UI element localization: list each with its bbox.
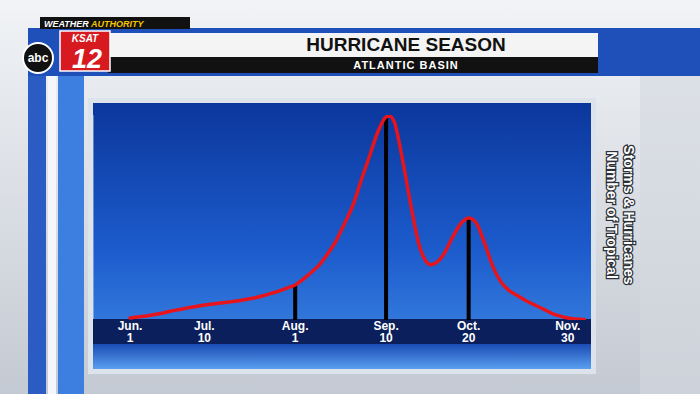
drop-bar bbox=[384, 117, 388, 320]
decor-stripe bbox=[640, 76, 700, 394]
panel bbox=[93, 103, 591, 369]
label-line: 1 bbox=[292, 331, 299, 345]
label-line: 10 bbox=[379, 331, 393, 345]
decor-stripe bbox=[28, 30, 46, 394]
x-tick-label: Jul.10 bbox=[194, 319, 215, 345]
background bbox=[0, 0, 700, 394]
x-tick-label: Oct.20 bbox=[457, 319, 480, 345]
plot-frame bbox=[93, 115, 94, 320]
logo-bar bbox=[40, 17, 190, 29]
header-band bbox=[28, 28, 700, 76]
label-line: 20 bbox=[462, 331, 476, 345]
y-axis-label: Number of TropicalStorms & Hurricanes bbox=[604, 145, 637, 284]
x-tick-label: Nov.30 bbox=[555, 319, 580, 345]
label-line: 1 bbox=[127, 331, 134, 345]
drop-bar bbox=[467, 218, 471, 320]
logo-text: KSAT bbox=[72, 33, 99, 44]
x-tick-label: Sep.10 bbox=[373, 319, 398, 345]
title: HURRICANE SEASON bbox=[306, 34, 506, 55]
panel-border bbox=[88, 98, 596, 374]
label-line: 30 bbox=[561, 331, 575, 345]
line bbox=[130, 116, 584, 320]
chart: HURRICANE SEASON ATLANTIC BASIN WEATHER AU… bbox=[0, 0, 700, 394]
logo-text: WEATHER AUTHORITY bbox=[44, 19, 144, 29]
label-line: Number of Tropical bbox=[604, 151, 620, 279]
decor-stripe bbox=[58, 75, 84, 394]
decor-stripe bbox=[48, 75, 56, 394]
panel-lower bbox=[93, 344, 591, 369]
x-tick-label: Jun.1 bbox=[118, 319, 143, 345]
label-line: Storms & Hurricanes bbox=[621, 145, 637, 284]
drop-bar bbox=[293, 285, 297, 320]
logo-text: 12 bbox=[72, 44, 102, 74]
logo-text: abc bbox=[28, 51, 49, 65]
axis-strip bbox=[93, 319, 591, 344]
logo-circle bbox=[23, 43, 53, 73]
header-white bbox=[108, 33, 598, 57]
logo-word: AUTHORITY bbox=[90, 19, 144, 29]
subtitle: ATLANTIC BASIN bbox=[353, 59, 458, 71]
header-black bbox=[108, 57, 598, 73]
x-tick-label: Aug.1 bbox=[282, 319, 309, 345]
label-line: 10 bbox=[198, 331, 212, 345]
plot-area bbox=[130, 116, 584, 320]
logo-word: WEATHER bbox=[44, 19, 91, 29]
